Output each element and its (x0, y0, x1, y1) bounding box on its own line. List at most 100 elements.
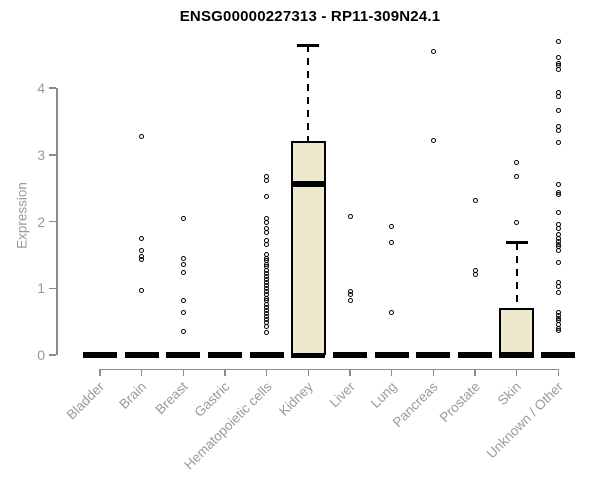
median-line (290, 181, 326, 188)
zero-bar (83, 352, 117, 358)
outlier-point (347, 214, 353, 220)
outlier-point (264, 193, 270, 199)
x-tick (515, 368, 518, 376)
outlier-point (347, 291, 353, 297)
y-tick-label: 0 (37, 347, 45, 363)
y-tick (49, 354, 56, 356)
outlier-point (514, 159, 520, 165)
outlier-point (264, 178, 270, 184)
outlier-point (264, 330, 270, 336)
outlier-point (264, 324, 270, 330)
outlier-point (264, 220, 270, 226)
outlier-point (264, 319, 270, 325)
outlier-point (180, 262, 186, 268)
x-tick (557, 368, 560, 376)
y-tick (49, 154, 56, 156)
x-category-label: Breast (152, 378, 191, 417)
outlier-point (430, 49, 436, 55)
y-tick (49, 87, 56, 89)
outlier-point (555, 182, 561, 188)
x-category-label: Kidney (276, 378, 316, 419)
x-tick (140, 368, 143, 376)
x-category-label: Prostate (436, 378, 483, 425)
x-tick (307, 368, 310, 376)
outlier-point (555, 89, 561, 95)
x-category-label: Pancreas (390, 378, 441, 430)
zero-bar (333, 352, 368, 358)
x-category-label: Bladder (64, 378, 108, 423)
zero-bar (374, 352, 409, 358)
outlier-point (555, 247, 561, 253)
outlier-point (555, 127, 561, 133)
outlier-point (555, 191, 561, 197)
x-tick (182, 368, 185, 376)
x-category-label: Lung (367, 378, 400, 411)
x-tick (349, 368, 351, 376)
outlier-point (389, 239, 395, 245)
outlier-point (139, 134, 145, 140)
zero-bar (166, 352, 201, 358)
y-tick-label: 2 (37, 213, 45, 230)
outlier-point (472, 197, 478, 203)
chart-title: ENSG00000227313 - RP11-309N24.1 (179, 8, 441, 25)
x-category-label: Unknown / Other (483, 378, 566, 461)
x-tick (99, 368, 101, 376)
outlier-point (180, 270, 186, 276)
zero-bar (541, 352, 576, 358)
outlier-point (139, 287, 145, 293)
outlier-point (139, 257, 145, 263)
outlier-point (514, 220, 520, 226)
outlier-point (389, 309, 395, 315)
outlier-point (264, 215, 270, 221)
y-tick (49, 287, 56, 289)
x-tick (265, 368, 268, 376)
outlier-point (430, 137, 436, 143)
zero-bar (249, 352, 284, 358)
outlier-point (555, 328, 561, 334)
y-tick-label: 4 (37, 80, 45, 96)
zero-bar (458, 352, 493, 358)
box (499, 308, 535, 355)
outlier-point (139, 235, 145, 241)
whisker-cap (297, 43, 320, 47)
outlier-point (555, 260, 561, 266)
x-tick (224, 368, 226, 376)
outlier-point (555, 107, 561, 113)
outlier-point (555, 54, 561, 60)
outlier-point (264, 225, 270, 231)
x-category-label: Skin (495, 378, 525, 408)
x-tick (432, 368, 435, 376)
outlier-point (555, 39, 561, 45)
outlier-point (264, 173, 270, 179)
outlier-point (180, 215, 186, 221)
whisker-line (307, 45, 310, 142)
y-axis-line (56, 88, 58, 355)
outlier-point (139, 247, 145, 253)
zero-bar (208, 352, 242, 358)
whisker-cap (505, 241, 528, 245)
zero-bar (416, 352, 451, 358)
zero-bar (291, 352, 326, 358)
outlier-point (555, 94, 561, 100)
x-category-label: Liver (326, 378, 358, 410)
outlier-point (180, 297, 186, 303)
x-category-label: Gastric (191, 378, 233, 420)
outlier-point (264, 230, 270, 236)
outlier-point (180, 310, 186, 316)
x-tick (474, 368, 476, 376)
outlier-point (389, 223, 395, 229)
y-tick-label: 3 (37, 146, 45, 163)
outlier-point (264, 242, 270, 248)
median-line (499, 352, 535, 358)
outlier-point (180, 255, 186, 261)
box (290, 141, 326, 355)
outlier-point (180, 329, 186, 335)
outlier-point (347, 297, 353, 303)
outlier-point (514, 173, 520, 179)
outlier-point (555, 209, 561, 215)
outlier-point (472, 271, 478, 277)
whisker-line (515, 242, 518, 309)
outlier-point (555, 226, 561, 232)
